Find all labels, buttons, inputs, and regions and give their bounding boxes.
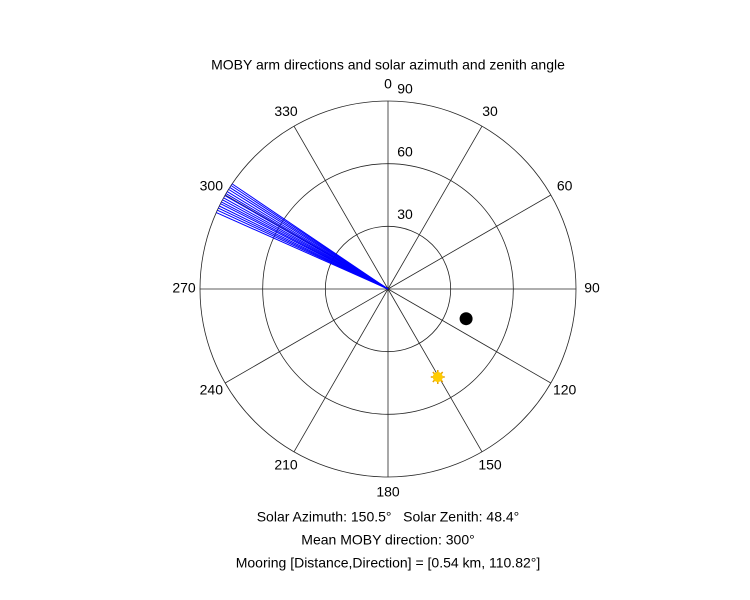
theta-tick-label: 300	[200, 178, 224, 194]
grid-spoke	[387, 125, 483, 290]
theta-tick-label: 120	[553, 382, 577, 398]
grid-spoke	[293, 288, 389, 453]
theta-tick-label: 60	[557, 178, 573, 194]
grid-spoke	[387, 288, 552, 384]
theta-tick-label: 180	[376, 484, 400, 500]
theta-tick-label: 150	[478, 456, 502, 472]
theta-tick-label: 240	[200, 382, 224, 398]
theta-tick-label: 210	[274, 456, 298, 472]
grid-spoke	[387, 288, 483, 453]
theta-tick-label: 0	[384, 76, 392, 92]
chart-title: MOBY arm directions and solar azimuth an…	[211, 57, 565, 73]
mooring-point	[459, 312, 473, 326]
r-tick-label: 90	[397, 81, 413, 97]
r-tick-label: 60	[397, 143, 413, 159]
r-tick-label: 30	[397, 206, 413, 222]
annotation: Mooring [Distance,Direction] = [0.54 km,…	[236, 555, 541, 571]
sun-marker	[430, 369, 445, 384]
grid-spoke	[224, 288, 389, 384]
arm-direction	[231, 183, 389, 290]
grid-spoke	[293, 125, 389, 290]
theta-tick-label: 330	[274, 103, 298, 119]
theta-tick-label: 30	[482, 103, 498, 119]
sun-disc	[432, 371, 443, 382]
theta-tick-label: 270	[172, 280, 196, 296]
annotation: Solar Azimuth: 150.5° Solar Zenith: 48.4…	[257, 509, 520, 525]
grid-spoke	[387, 194, 552, 290]
annotation: Mean MOBY direction: 300°	[301, 532, 474, 548]
theta-tick-label: 90	[584, 280, 600, 296]
